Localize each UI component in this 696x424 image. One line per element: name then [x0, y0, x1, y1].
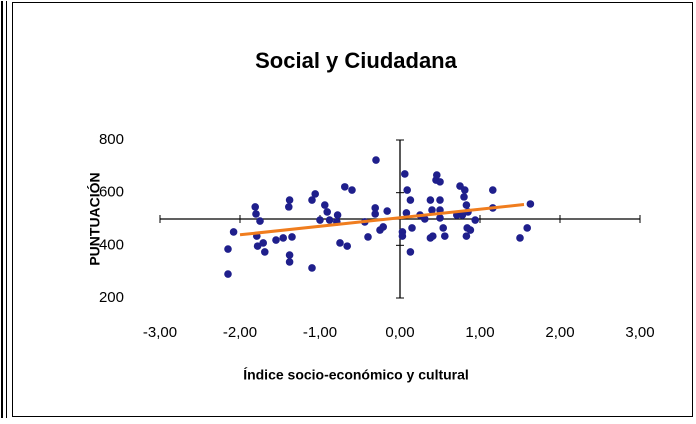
data-point — [333, 211, 342, 219]
x-tick-label: -1,00 — [303, 324, 337, 341]
trendline — [239, 203, 525, 237]
data-point — [364, 233, 372, 241]
data-point — [229, 228, 238, 236]
y-axis-label: PUNTUACIÓN — [86, 172, 103, 265]
data-point — [285, 196, 294, 204]
data-point — [462, 232, 471, 240]
data-point — [428, 206, 436, 214]
data-point — [421, 215, 429, 223]
data-point — [436, 178, 444, 186]
data-point — [348, 186, 356, 194]
x-tick-label: 3,00 — [625, 324, 654, 341]
chart-title: Social y Ciudadana — [255, 48, 457, 73]
data-point — [461, 186, 469, 194]
data-point — [251, 203, 259, 211]
data-point — [383, 207, 392, 215]
data-point — [471, 216, 480, 224]
data-point — [426, 196, 435, 204]
data-point — [371, 210, 380, 218]
data-point — [436, 196, 444, 204]
data-point — [398, 232, 407, 240]
frame-edge — [6, 1, 7, 418]
x-axis-label: Índice socio-económico y cultural — [243, 367, 469, 383]
data-point — [261, 248, 269, 256]
data-point — [311, 190, 320, 198]
data-point — [253, 242, 262, 250]
data-point — [402, 209, 411, 217]
data-point — [371, 204, 380, 212]
data-point — [408, 224, 416, 232]
data-point — [272, 236, 280, 244]
data-point — [489, 186, 497, 194]
x-tick-label: -2,00 — [223, 324, 257, 341]
data-point — [406, 248, 415, 256]
y-tick-label: 600 — [99, 184, 124, 201]
data-point — [460, 193, 468, 201]
data-point — [343, 242, 352, 250]
data-point — [433, 171, 441, 179]
data-point — [526, 200, 535, 208]
y-tick-label: 200 — [99, 289, 124, 306]
data-point — [466, 226, 475, 234]
data-point — [288, 233, 296, 241]
data-point — [279, 234, 288, 242]
data-point — [256, 217, 264, 225]
data-point — [224, 270, 232, 278]
data-point — [252, 210, 260, 218]
data-point — [224, 245, 232, 253]
data-point — [372, 156, 380, 164]
x-tick-label: 1,00 — [465, 324, 494, 341]
data-point — [321, 201, 329, 209]
data-point — [336, 239, 344, 247]
data-point — [285, 203, 293, 211]
data-point — [308, 196, 316, 204]
x-tick-label: 0,00 — [385, 324, 414, 341]
data-point — [439, 224, 448, 232]
data-point — [458, 211, 467, 219]
data-point — [285, 251, 294, 259]
data-point — [379, 223, 388, 231]
data-point — [259, 239, 268, 247]
data-point — [406, 196, 415, 204]
data-point — [325, 216, 334, 224]
data-point — [441, 232, 449, 240]
data-point — [516, 234, 524, 242]
data-point — [341, 183, 349, 191]
data-point — [316, 216, 324, 224]
frame-edge — [1, 1, 3, 418]
x-tick-label: 2,00 — [545, 324, 574, 341]
data-point — [308, 264, 316, 272]
data-point — [523, 224, 531, 232]
data-point — [429, 232, 437, 240]
data-point — [436, 214, 444, 222]
y-tick-label: 400 — [99, 236, 124, 253]
data-point — [285, 258, 294, 266]
x-tick-label: -3,00 — [143, 324, 177, 341]
data-point — [403, 186, 412, 194]
y-tick-label: 800 — [99, 131, 124, 148]
data-point — [323, 208, 332, 216]
data-point — [462, 201, 471, 209]
chart-area — [12, 2, 693, 417]
data-point — [401, 170, 409, 178]
